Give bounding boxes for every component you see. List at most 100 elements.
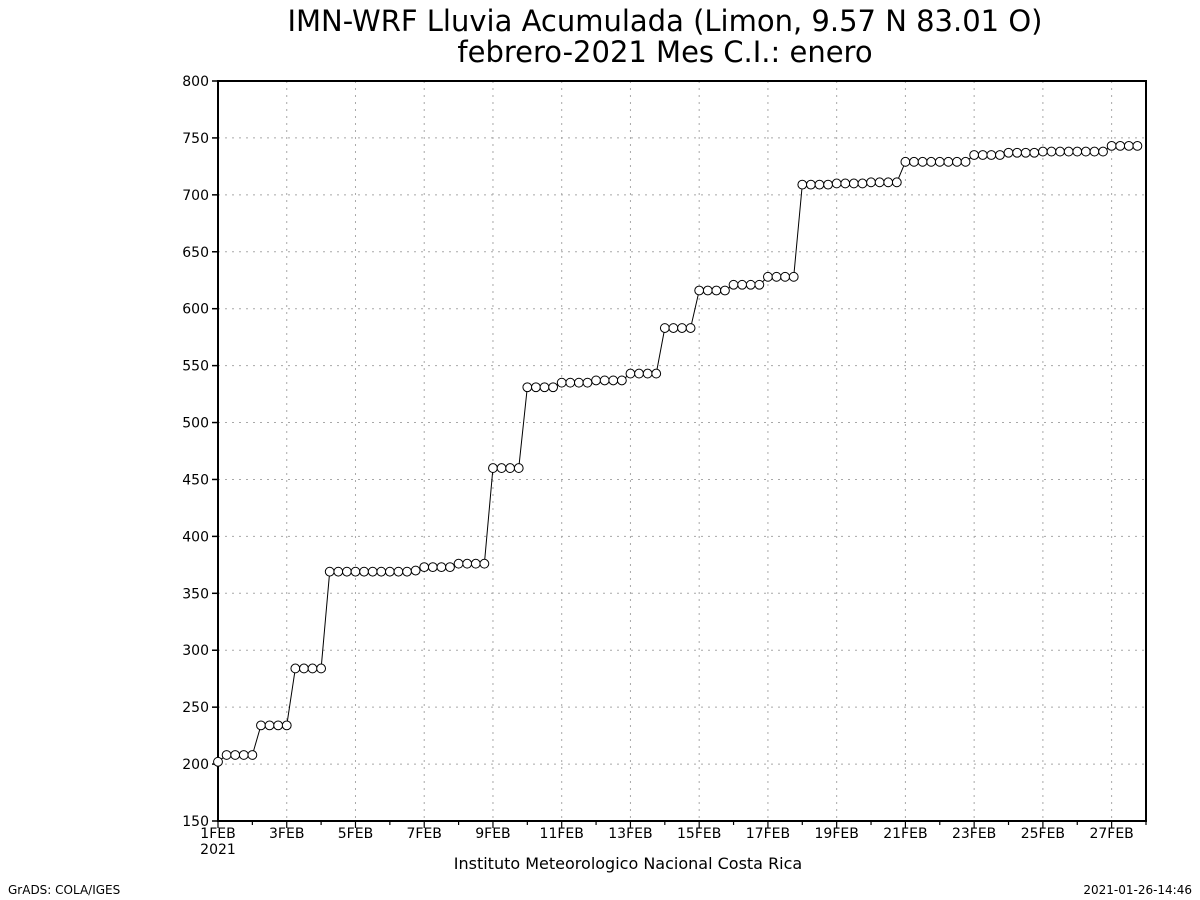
y-tick-label: 500 [182,416,209,432]
data-point [290,663,301,674]
data-point [608,375,619,386]
data-point [359,566,369,577]
data-point [522,382,533,393]
data-point [445,562,455,573]
x-tick-label: 25FEB [1021,826,1065,842]
data-point [496,463,507,473]
data-point [531,382,541,393]
data-point [874,177,885,188]
x-tick-label: 17FEB [746,826,790,842]
data-point [780,271,791,282]
data-point [1037,146,1048,157]
y-tick-label: 600 [182,302,209,318]
data-point [831,178,842,189]
x-tick-label: 15FEB [677,826,721,842]
chart-subtitle: febrero-2021 Mes C.I.: enero [457,35,872,69]
data-point [1098,146,1108,157]
data-point [814,179,825,190]
y-tick-label: 350 [182,586,209,602]
y-tick-label: 550 [182,359,209,375]
x-axis: 1FEB 3FEB 5FEB 7FEB 9FEB 11FEB 13FEB 15FEB 17FEB… [200,821,1147,858]
series [213,140,1143,767]
x-tick-label: 3FEB [269,826,304,842]
data-point [573,377,584,388]
data-point [1046,146,1057,157]
data-point [333,566,344,577]
x-tick-label: 5FEB [338,826,373,842]
x-tick-label: 9FEB [475,826,510,842]
data-point [737,279,748,290]
data-point [651,368,662,379]
data-point [900,156,911,167]
footer-left: GrADS: COLA/IGES [8,883,120,897]
data-point [960,156,971,167]
data-point [934,156,945,167]
data-point [316,663,327,674]
y-tick-label: 450 [182,472,209,488]
data-point [771,271,782,282]
y-tick-label: 700 [182,188,209,204]
data-point [797,179,808,190]
data-point [384,566,395,577]
x-tick-label: 19FEB [815,826,859,842]
data-point [427,562,438,573]
data-point [350,566,361,577]
data-point [677,323,687,333]
x-tick-year: 2021 [200,842,236,858]
data-point [513,463,524,473]
data-point [1115,140,1126,151]
data-point [462,558,473,569]
data-point [470,558,481,569]
data-point [402,566,412,577]
data-point [1072,146,1083,157]
data-point [213,756,223,767]
y-axis: 150 200 250 300 350 400 450 500 550 600 650 700 750 8… [182,74,218,830]
y-tick-label: 300 [182,643,209,659]
data-point [977,150,988,160]
data-point [866,177,876,188]
data-point [539,382,550,393]
data-point [805,179,816,190]
data-point [1063,146,1074,157]
data-point [1132,140,1143,151]
x-tick-label: 13FEB [608,826,652,842]
data-point [393,566,404,577]
data-point [565,377,576,388]
y-tick-label: 650 [182,245,209,261]
data-point [453,558,464,569]
x-tick-label: 7FEB [407,826,442,842]
data-point [754,279,765,290]
data-point [917,156,928,167]
plot-frame [217,80,1147,822]
data-point [367,566,378,577]
data-point [247,750,258,760]
data-point [642,368,653,379]
data-point [256,720,266,731]
data-point [299,663,309,674]
x-tick-label: 21FEB [883,826,927,842]
data-point [763,271,773,282]
data-point [341,566,352,577]
data-point [556,377,567,388]
data-point [324,566,335,577]
data-point [616,375,627,386]
data-point [952,156,962,167]
data-point [969,150,980,160]
data-point [410,565,421,576]
y-tick-label: 150 [182,814,209,830]
x-tick-label: 1FEB [200,826,235,842]
data-point [857,178,868,189]
data-point [238,750,249,760]
data-point [419,562,430,573]
data-point [376,566,387,577]
data-point [659,323,670,333]
data-point [720,285,730,296]
data-point [1080,146,1091,157]
data-point [221,750,232,760]
data-point [1055,146,1065,157]
data-point [668,323,679,333]
data-point [840,178,851,189]
data-point [891,177,902,188]
data-point [1089,146,1100,157]
data-point [264,720,275,731]
